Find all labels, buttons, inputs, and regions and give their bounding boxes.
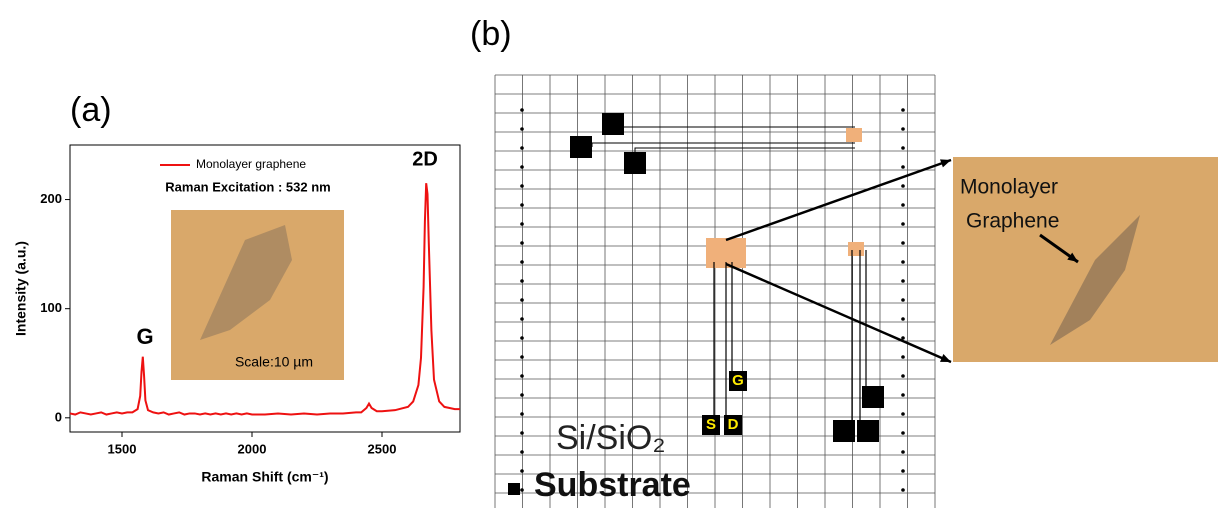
marker-dot (520, 165, 524, 169)
marker-dot (901, 184, 905, 188)
plot-frame (69, 144, 461, 433)
marker-dot (520, 336, 524, 340)
marker-dot (520, 279, 524, 283)
marker-dot (520, 393, 524, 397)
trace (634, 147, 855, 152)
marker-dot (901, 165, 905, 169)
marker-dot (520, 450, 524, 454)
contact-pad (570, 136, 592, 158)
y-tick-label: 100 (40, 300, 62, 315)
marker-dot (901, 469, 905, 473)
pad-label-box (724, 415, 742, 435)
marker-dot (520, 431, 524, 435)
arrow-head (1067, 252, 1078, 262)
substrate-label: Substrate (534, 466, 691, 504)
contact-pad (624, 152, 646, 174)
pad-label-box (729, 371, 747, 391)
panel-label: (b) (470, 15, 512, 53)
zoom-photo (953, 157, 1218, 362)
marker-dot (520, 203, 524, 207)
annotation: G (136, 324, 153, 349)
marker-dot (901, 431, 905, 435)
marker-dot (901, 393, 905, 397)
marker-dot (901, 317, 905, 321)
arrow (725, 262, 952, 364)
marker-dot (901, 146, 905, 150)
x-tick-label: 1500 (108, 441, 137, 456)
marker-dot (520, 374, 524, 378)
marker-dot (520, 488, 524, 492)
marker-dot (901, 108, 905, 112)
flake (200, 225, 292, 340)
marker-dot (901, 127, 905, 131)
graphene-site (846, 128, 862, 142)
marker-dot (901, 279, 905, 283)
callout: Graphene (966, 210, 1059, 233)
y-tick-label: 0 (55, 409, 62, 424)
legend-label: Monolayer graphene (196, 157, 306, 171)
marker-dot (520, 469, 524, 473)
y-axis-label: Intensity (a.u.) (13, 241, 29, 336)
annotation: Scale:10 µm (235, 354, 313, 370)
arrow (725, 158, 952, 242)
marker-dot (520, 222, 524, 226)
marker-dot (901, 450, 905, 454)
x-tick-label: 2000 (238, 441, 267, 456)
marker-dot (520, 317, 524, 321)
device-diagram: S D G Si/SiO₂ Substrate (494, 74, 936, 508)
marker-dot (520, 260, 524, 264)
marker-dot (901, 374, 905, 378)
contact-pad (602, 113, 624, 135)
callout: Monolayer (960, 176, 1058, 199)
trace (591, 142, 855, 147)
x-axis-label: Raman Shift (cm⁻¹) (201, 469, 328, 485)
legend-square (508, 483, 520, 495)
pad-label-box (702, 415, 720, 435)
flake (1050, 215, 1140, 345)
marker-dot (901, 203, 905, 207)
contact-pad (862, 386, 884, 408)
marker-dot (520, 241, 524, 245)
material-label: Si/SiO₂ (556, 419, 666, 457)
marker-dot (901, 222, 905, 226)
pad-label: D (728, 416, 739, 433)
marker-dot (901, 336, 905, 340)
marker-dot (520, 127, 524, 131)
marker-dot (520, 108, 524, 112)
marker-dot (901, 488, 905, 492)
contact-pad (833, 420, 855, 442)
annotation: Raman Excitation : 532 nm (165, 179, 330, 194)
marker-dot (520, 355, 524, 359)
arrow-head (940, 354, 951, 362)
annotation: 2D (412, 148, 438, 170)
marker-dot (520, 146, 524, 150)
marker-dot (901, 298, 905, 302)
trace (612, 125, 855, 128)
marker-dot (520, 298, 524, 302)
marker-dot (901, 412, 905, 416)
graphene-site (848, 242, 864, 256)
arrow-head (940, 159, 951, 168)
marker-dot (520, 412, 524, 416)
marker-dot (901, 241, 905, 245)
pad-label: S (706, 416, 716, 433)
pad-label: G (732, 372, 744, 389)
marker-dot (520, 184, 524, 188)
spectrum-line (69, 183, 460, 416)
x-tick-label: 2500 (368, 441, 397, 456)
contact-pad (857, 420, 879, 442)
marker-dot (901, 260, 905, 264)
marker-dot (901, 355, 905, 359)
y-tick-label: 200 (40, 191, 62, 206)
panel-label: (a) (70, 91, 112, 129)
